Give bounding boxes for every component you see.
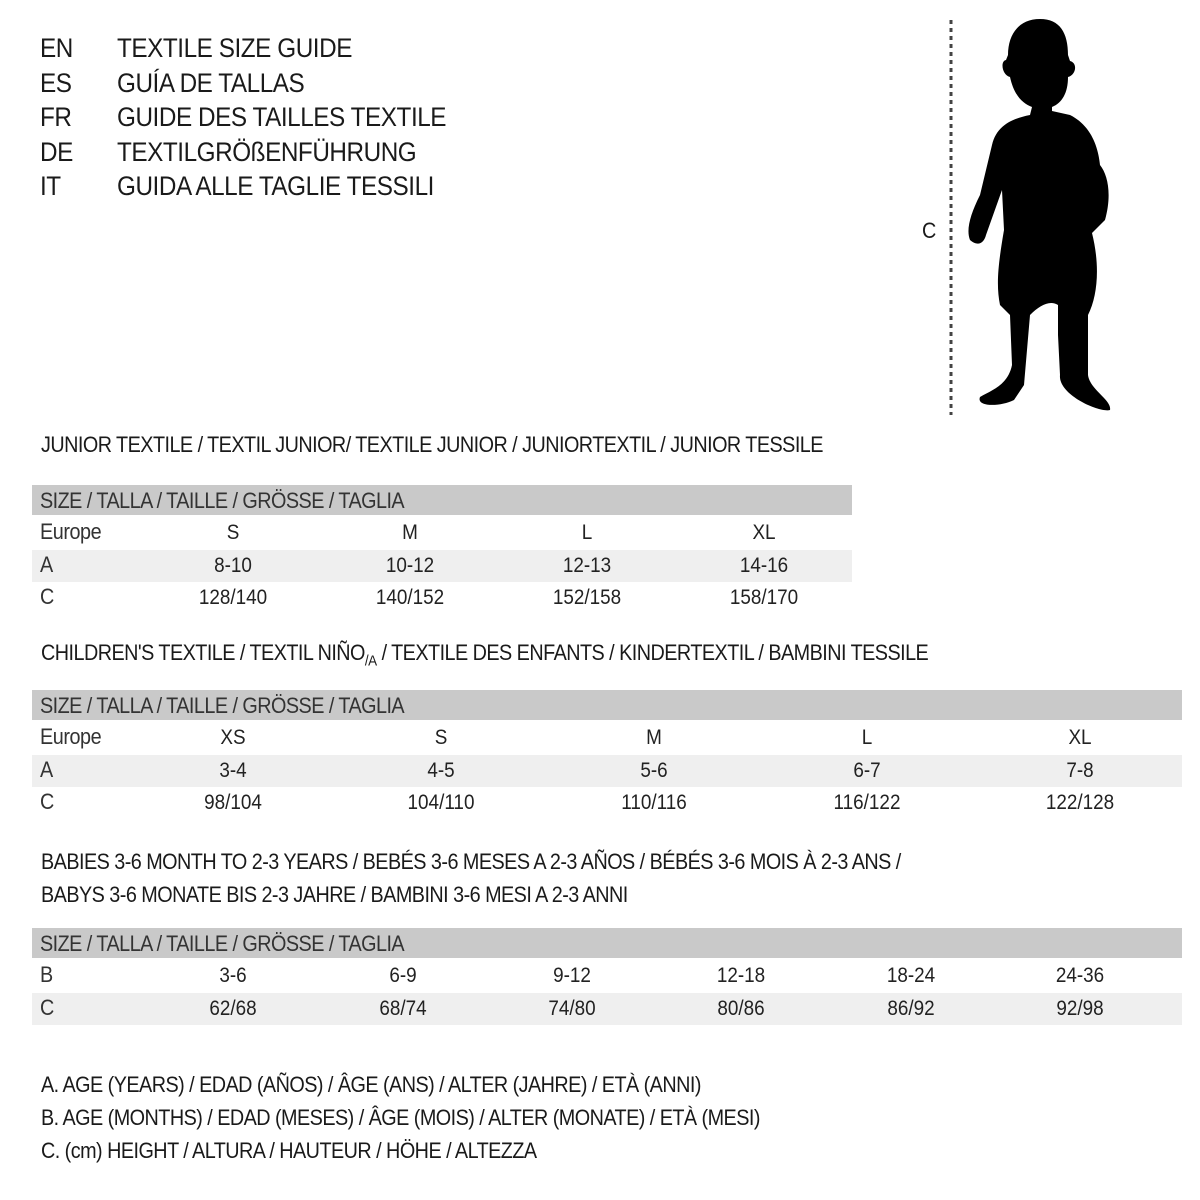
table-header: SIZE / TALLA / TAILLE / GRÖSSE / TAGLIA (32, 690, 1182, 720)
table-cell: 3-4 (219, 758, 247, 782)
language-title: TEXTILE SIZE GUIDE (117, 33, 352, 63)
legend-item: A. AGE (YEARS) / EDAD (AÑOS) / ÂGE (ANS)… (41, 1072, 701, 1097)
table-cell: XS (220, 726, 246, 749)
table-cell: 14-16 (739, 553, 789, 577)
table-cell: 5-6 (640, 758, 668, 782)
header-label: SIZE / TALLA / TAILLE / GRÖSSE / TAGLIA (40, 488, 405, 513)
table-cell: M (402, 521, 418, 544)
table-cell: 24-36 (1055, 964, 1105, 987)
table-cell: 116/122 (833, 791, 901, 814)
language-code: FR (40, 102, 72, 132)
junior-section-title: JUNIOR TEXTILE / TEXTIL JUNIOR/ TEXTILE … (41, 432, 823, 457)
language-code: IT (40, 171, 61, 201)
row-label: A (40, 756, 53, 782)
header-label: SIZE / TALLA / TAILLE / GRÖSSE / TAGLIA (40, 693, 405, 718)
table-cell: L (861, 726, 873, 749)
table-cell: 6-7 (853, 758, 881, 782)
table-cell: 80/86 (717, 996, 765, 1020)
table-cell: XL (1068, 726, 1092, 749)
language-title: GUIDE DES TAILLES TEXTILE (117, 102, 447, 132)
table-header: SIZE / TALLA / TAILLE / GRÖSSE / TAGLIA (32, 928, 1182, 958)
table-cell: 7-8 (1066, 758, 1094, 782)
table-row: C 98/104 104/110 110/116 116/122 122/128 (32, 787, 1182, 819)
language-title: TEXTILGRÖßENFÜHRUNG (117, 136, 417, 167)
table-cell: 140/152 (375, 586, 445, 609)
table-cell: 68/74 (379, 996, 427, 1020)
language-code: ES (40, 67, 72, 98)
header-label: SIZE / TALLA / TAILLE / GRÖSSE / TAGLIA (40, 931, 405, 956)
row-label: A (40, 551, 53, 577)
table-row: A 8-10 10-12 12-13 14-16 (32, 549, 852, 582)
row-label: Europe (40, 519, 102, 544)
row-label: C (40, 994, 54, 1020)
table-cell: L (581, 521, 593, 544)
legend-item: B. AGE (MONTHS) / EDAD (MESES) / ÂGE (MO… (41, 1105, 760, 1130)
table-cell: 152/158 (552, 586, 622, 609)
row-label: C (40, 584, 54, 609)
table-cell: 12-13 (562, 553, 612, 577)
title-text: CHILDREN'S TEXTILE / TEXTIL NIÑO (41, 640, 365, 665)
table-row: Europe XS S M L XL (32, 722, 1182, 754)
legend-item: C. (cm) HEIGHT / ALTURA / HAUTEUR / HÖHE… (41, 1138, 537, 1163)
table-cell: 18-24 (886, 964, 936, 987)
table-row: Europe S M L XL (32, 517, 852, 549)
table-cell: XL (752, 521, 776, 544)
table-cell: 62/68 (209, 996, 257, 1020)
row-label: C (40, 789, 54, 814)
title-subscript: /A (364, 652, 377, 670)
table-cell: 12-18 (716, 964, 766, 987)
table-cell: S (434, 726, 448, 749)
table-row: B 3-6 6-9 9-12 12-18 18-24 24-36 (32, 960, 1182, 992)
table-cell: 74/80 (548, 996, 596, 1020)
table-cell: 104/110 (407, 791, 475, 814)
table-cell: 128/140 (198, 586, 268, 609)
table-cell: 158/170 (729, 586, 799, 609)
table-cell: 122/128 (1045, 791, 1115, 814)
table-row: C 62/68 68/74 74/80 80/86 86/92 92/98 (32, 992, 1182, 1025)
table-cell: 10-12 (385, 553, 435, 577)
table-cell: 98/104 (204, 791, 262, 814)
table-cell: 6-9 (389, 964, 417, 987)
height-label: C (922, 218, 936, 243)
table-header: SIZE / TALLA / TAILLE / GRÖSSE / TAGLIA (32, 485, 852, 515)
language-title: GUIDA ALLE TAGLIE TESSILI (117, 171, 434, 201)
table-row: A 3-4 4-5 5-6 6-7 7-8 (32, 754, 1182, 787)
table-cell: 3-6 (219, 964, 247, 987)
table-cell: 92/98 (1056, 996, 1104, 1020)
language-code: DE (40, 136, 73, 167)
table-cell: 86/92 (887, 996, 935, 1020)
babies-section-title-line2: BABYS 3-6 MONATE BIS 2-3 JAHRE / BAMBINI… (41, 882, 628, 907)
table-cell: 8-10 (214, 553, 252, 577)
title-text: / TEXTILE DES ENFANTS / KINDERTEXTIL / B… (376, 640, 929, 665)
children-section-title: CHILDREN'S TEXTILE / TEXTIL NIÑO/A / TEX… (41, 640, 929, 670)
table-cell: 4-5 (427, 758, 455, 782)
language-code: EN (40, 33, 73, 63)
language-title: GUÍA DE TALLAS (117, 67, 305, 98)
row-label: B (40, 962, 53, 987)
table-cell: 9-12 (553, 964, 591, 987)
babies-section-title-line1: BABIES 3-6 MONTH TO 2-3 YEARS / BEBÉS 3-… (41, 849, 901, 874)
table-cell: M (646, 726, 662, 749)
row-label: Europe (40, 724, 102, 749)
table-row: C 128/140 140/152 152/158 158/170 (32, 582, 852, 614)
table-cell: S (226, 521, 240, 544)
table-cell: 110/116 (621, 791, 687, 814)
child-silhouette-icon (949, 19, 1111, 415)
